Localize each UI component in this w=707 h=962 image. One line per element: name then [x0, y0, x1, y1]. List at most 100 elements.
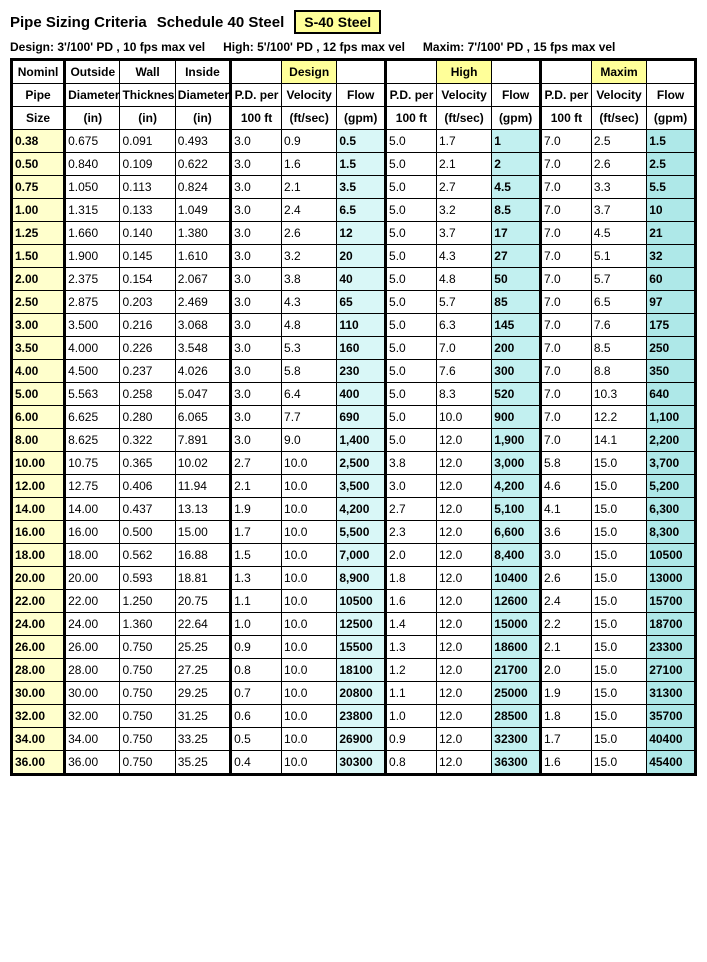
- cell: 3,700: [647, 452, 696, 475]
- cell: 3.0: [386, 475, 437, 498]
- cell: 14.00: [12, 498, 65, 521]
- cell: 21: [647, 222, 696, 245]
- cell: 7.0: [540, 153, 591, 176]
- cell: 5.0: [386, 337, 437, 360]
- cell: 6.5: [591, 291, 646, 314]
- cell: 12.0: [436, 659, 491, 682]
- cell: 5,200: [647, 475, 696, 498]
- cell: 10500: [337, 590, 386, 613]
- cell: 6.5: [337, 199, 386, 222]
- cell: 10.0: [282, 659, 337, 682]
- cell: 110: [337, 314, 386, 337]
- cell: 4,200: [337, 498, 386, 521]
- cell: 12.0: [436, 705, 491, 728]
- cell: 3.2: [436, 199, 491, 222]
- cell: 2.6: [282, 222, 337, 245]
- cell: 2.875: [65, 291, 120, 314]
- cell: 85: [492, 291, 541, 314]
- hdr: Flow: [647, 84, 696, 107]
- cell: 2.1: [540, 636, 591, 659]
- cell: 3.0: [231, 429, 282, 452]
- cell: 1.380: [175, 222, 230, 245]
- cell: 0.437: [120, 498, 175, 521]
- cell: 10.0: [282, 728, 337, 751]
- cell: 23800: [337, 705, 386, 728]
- cell: 5.0: [386, 130, 437, 153]
- cell: 160: [337, 337, 386, 360]
- cell: 12.0: [436, 452, 491, 475]
- cell: 0.4: [231, 751, 282, 775]
- cell: 7.891: [175, 429, 230, 452]
- cell: 8,400: [492, 544, 541, 567]
- cell: 1.4: [386, 613, 437, 636]
- cell: 0.258: [120, 383, 175, 406]
- cell: 0.8: [231, 659, 282, 682]
- table-row: 26.0026.000.75025.250.910.0155001.312.01…: [12, 636, 696, 659]
- table-header: Nominl Outside Wall Inside Design High M…: [12, 60, 696, 130]
- cell: 40400: [647, 728, 696, 751]
- cell: 3.2: [282, 245, 337, 268]
- cell: 0.109: [120, 153, 175, 176]
- cell: 14.1: [591, 429, 646, 452]
- cell: 5.0: [386, 291, 437, 314]
- cell: 1.8: [386, 567, 437, 590]
- table-row: 18.0018.000.56216.881.510.07,0002.012.08…: [12, 544, 696, 567]
- cell: 15.0: [591, 475, 646, 498]
- cell: 3,500: [337, 475, 386, 498]
- cell: 8.8: [591, 360, 646, 383]
- cell: 1.050: [65, 176, 120, 199]
- cell: 5.0: [386, 406, 437, 429]
- cell: 3.0: [231, 130, 282, 153]
- criteria-row: Design: 3'/100' PD , 10 fps max vel High…: [10, 40, 697, 54]
- cell: 2,200: [647, 429, 696, 452]
- cell: 18.00: [12, 544, 65, 567]
- cell: 2.067: [175, 268, 230, 291]
- cell: 15700: [647, 590, 696, 613]
- cell: 2.1: [231, 475, 282, 498]
- cell: 60: [647, 268, 696, 291]
- table-row: 5.005.5630.2585.0473.06.44005.08.35207.0…: [12, 383, 696, 406]
- cell: 18700: [647, 613, 696, 636]
- cell: 1.049: [175, 199, 230, 222]
- hdr: 100 ft: [386, 107, 437, 130]
- hdr: (ft/sec): [282, 107, 337, 130]
- cell: 13000: [647, 567, 696, 590]
- cell: 1.315: [65, 199, 120, 222]
- cell: 15.0: [591, 452, 646, 475]
- cell: 6.00: [12, 406, 65, 429]
- cell: 7.0: [540, 383, 591, 406]
- cell: 32.00: [65, 705, 120, 728]
- cell: 10.0: [282, 636, 337, 659]
- cell: 31300: [647, 682, 696, 705]
- cell: 3.7: [436, 222, 491, 245]
- cell: 15.0: [591, 728, 646, 751]
- cell: 3.00: [12, 314, 65, 337]
- cell: 1.5: [337, 153, 386, 176]
- hdr: (ft/sec): [436, 107, 491, 130]
- material-badge: S-40 Steel: [294, 10, 381, 34]
- cell: 4.8: [436, 268, 491, 291]
- cell: 32300: [492, 728, 541, 751]
- cell: 2.4: [540, 590, 591, 613]
- cell: 1,900: [492, 429, 541, 452]
- hdr: Velocity: [282, 84, 337, 107]
- cell: 2.50: [12, 291, 65, 314]
- table-row: 6.006.6250.2806.0653.07.76905.010.09007.…: [12, 406, 696, 429]
- cell: 10.0: [282, 544, 337, 567]
- cell: 22.00: [12, 590, 65, 613]
- cell: 14.00: [65, 498, 120, 521]
- cell: 2,500: [337, 452, 386, 475]
- cell: 7.0: [540, 268, 591, 291]
- cell: 26.00: [12, 636, 65, 659]
- table-row: 3.003.5000.2163.0683.04.81105.06.31457.0…: [12, 314, 696, 337]
- title-sub: Schedule 40 Steel: [157, 14, 285, 31]
- cell: 5.047: [175, 383, 230, 406]
- cell: 34.00: [65, 728, 120, 751]
- cell: 35700: [647, 705, 696, 728]
- cell: 7.0: [540, 406, 591, 429]
- cell: 3.500: [65, 314, 120, 337]
- table-row: 4.004.5000.2374.0263.05.82305.07.63007.0…: [12, 360, 696, 383]
- cell: 0.406: [120, 475, 175, 498]
- hdr: (in): [175, 107, 230, 130]
- cell: 3.0: [540, 544, 591, 567]
